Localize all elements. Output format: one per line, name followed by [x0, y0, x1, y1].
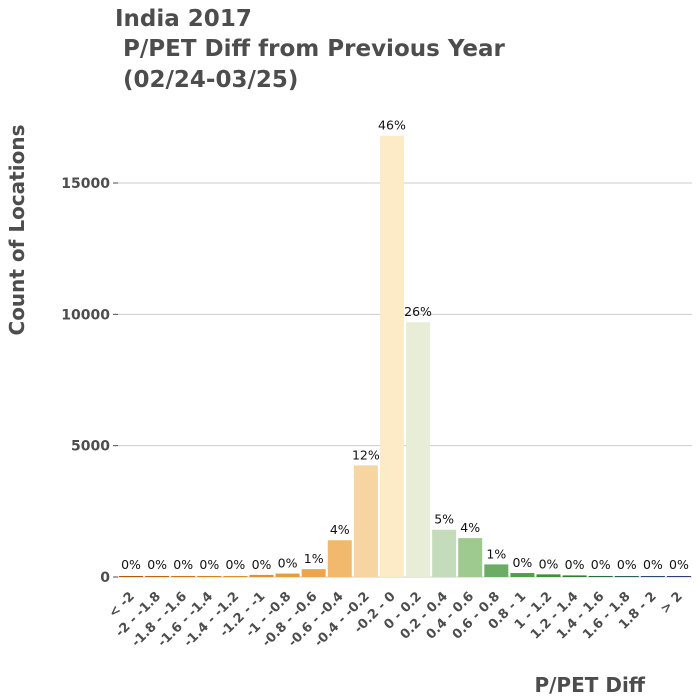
bar — [458, 538, 483, 577]
bar-value-label: 0% — [173, 557, 193, 572]
bars — [119, 135, 691, 577]
bar-value-label: 46% — [378, 118, 406, 133]
bar-value-label: 5% — [434, 512, 454, 527]
bar-value-label: 0% — [539, 556, 559, 571]
bar-value-label: 1% — [486, 546, 506, 561]
bar-value-label: 26% — [404, 304, 432, 319]
bar — [666, 576, 691, 577]
bar — [197, 576, 222, 577]
bar — [249, 574, 274, 577]
bar — [588, 575, 613, 577]
chart-title-line-2: P/PET Diff from Previous Year — [115, 36, 505, 62]
bar — [145, 576, 170, 577]
bar — [301, 569, 326, 577]
bar-value-label: 0% — [278, 556, 298, 571]
bar — [536, 574, 561, 577]
bar-value-label: 0% — [121, 557, 141, 572]
bar — [406, 322, 431, 577]
y-tick-label: 15000 — [61, 176, 110, 192]
y-tick-label: 5000 — [71, 439, 110, 455]
gridlines — [118, 182, 692, 578]
bar-value-label: 0% — [147, 557, 167, 572]
bar — [432, 529, 457, 577]
bar-value-label: 4% — [460, 520, 480, 535]
y-axis-ticks: 0 5000 10000 15000 — [61, 176, 118, 586]
bar-value-label: 0% — [199, 557, 219, 572]
y-axis-title: Count of Locations — [5, 125, 29, 336]
bar — [119, 576, 144, 577]
bar — [640, 576, 665, 577]
bar-value-label: 4% — [330, 522, 350, 537]
bar — [275, 573, 300, 577]
bar-value-label: 1% — [304, 551, 324, 566]
bar-value-label: 12% — [352, 447, 380, 462]
bar-value-label: 0% — [252, 557, 272, 572]
bar-value-label: 0% — [565, 557, 585, 572]
bar-value-label: 0% — [669, 557, 689, 572]
bar-value-labels: 0% 0% 0% 0% 0% 0% 0% 1% 4% 12% 46% 26% 5% 4% 1% 0% 0% 0% 0… — [121, 118, 689, 572]
x-axis-ticks: < -2-2 - -1.8-1.8 - -1.6-1.6 - -1.4-1.4 … — [106, 589, 686, 650]
bar-value-label: 0% — [591, 557, 611, 572]
bar — [510, 573, 535, 577]
bar-value-label: 0% — [512, 555, 532, 570]
bar — [223, 576, 248, 577]
y-tick-label: 0 — [100, 570, 110, 586]
bar — [379, 135, 404, 577]
bar-value-label: 0% — [643, 557, 663, 572]
x-tick-label: > 2 — [658, 589, 686, 617]
chart-title: India 2017 P/PET Diff from Previous Year… — [115, 6, 505, 93]
chart-title-line-3: (02/24-03/25) — [115, 67, 298, 93]
x-axis-title: P/PET Diff — [534, 673, 645, 697]
bar — [562, 575, 587, 577]
bar — [171, 576, 196, 577]
bar — [614, 576, 639, 577]
bar-value-label: 0% — [617, 557, 637, 572]
bar — [327, 540, 352, 577]
y-tick-label: 10000 — [61, 307, 110, 323]
bar — [484, 564, 509, 577]
bar — [353, 465, 378, 577]
chart-title-line-1: India 2017 — [115, 6, 252, 32]
bar-value-label: 0% — [225, 557, 245, 572]
